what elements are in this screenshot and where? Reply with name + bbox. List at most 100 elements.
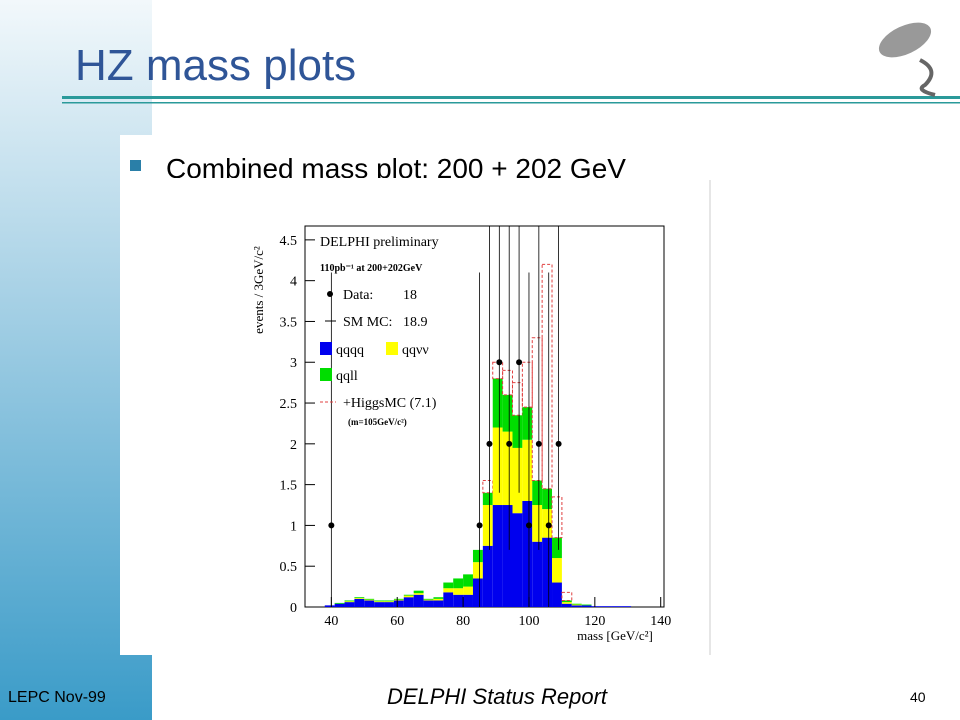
- plot-area: [324, 226, 632, 607]
- legend-label: qqll: [336, 369, 358, 384]
- x-tick-label: 100: [518, 614, 539, 629]
- higgs-bin: [492, 361, 504, 380]
- hist-bar: [502, 505, 513, 607]
- hist-bar: [492, 378, 503, 428]
- hist-bar: [502, 431, 513, 506]
- hist-bar: [561, 602, 572, 604]
- y-tick-label: 3: [290, 356, 297, 371]
- higgs-bin: [521, 361, 533, 408]
- hist-bar: [423, 598, 434, 600]
- hist-bar: [334, 602, 345, 604]
- hist-bar: [561, 600, 572, 603]
- hist-bar: [492, 505, 503, 607]
- hist-bar: [611, 606, 622, 607]
- y-tick-label: 2: [290, 438, 297, 453]
- higgs-bin: [541, 263, 553, 490]
- hist-bar: [512, 415, 523, 448]
- data-point: [328, 522, 335, 529]
- legend-symbol: [386, 342, 398, 355]
- hist-bar: [502, 394, 513, 432]
- hist-bar: [433, 600, 444, 607]
- slide-title: HZ mass plots: [75, 41, 356, 90]
- bullet-mark: [130, 160, 141, 171]
- x-tick-label: 60: [390, 614, 404, 629]
- hist-bar: [443, 582, 454, 589]
- data-point: [555, 440, 562, 447]
- higgs-bin: [531, 337, 543, 482]
- higgs-bin: [551, 496, 563, 539]
- hist-bar: [403, 594, 414, 596]
- hist-bar: [423, 600, 434, 607]
- hist-bar: [364, 600, 375, 607]
- legend-label: qqνν: [402, 343, 429, 358]
- hist-bar: [354, 598, 365, 599]
- legend-mc-count: 18.9: [403, 315, 428, 330]
- legend-data-label: Data:: [343, 288, 373, 303]
- y-tick-label: 0: [290, 601, 297, 616]
- data-point: [535, 440, 542, 447]
- hist-bar: [443, 592, 454, 607]
- hist-bar: [542, 488, 553, 510]
- hist-bar: [492, 427, 503, 506]
- x-tick-label: 40: [324, 614, 338, 629]
- hist-bar: [472, 549, 483, 563]
- hist-bar: [522, 439, 533, 501]
- hist-bar: [482, 545, 493, 607]
- hist-bar: [482, 505, 493, 546]
- legend-label: qqqq: [336, 343, 364, 358]
- hist-bar: [374, 602, 385, 607]
- hist-bar: [344, 602, 355, 607]
- hist-bar: [472, 578, 483, 607]
- data-point: [525, 522, 532, 529]
- data-point: [486, 440, 493, 447]
- hist-bar: [591, 606, 602, 607]
- legend-lumi: 110pb⁻¹ at 200+202GeV: [320, 263, 423, 274]
- hist-bar: [374, 601, 385, 603]
- hist-bar: [571, 604, 582, 606]
- data-point: [476, 522, 483, 529]
- hist-bar: [403, 597, 414, 607]
- hist-bar: [354, 597, 365, 599]
- hist-bar: [581, 604, 592, 606]
- hist-bar: [552, 537, 562, 559]
- hist-bar: [384, 600, 394, 602]
- title-rule: [62, 102, 960, 104]
- hist-bar: [472, 562, 483, 579]
- hist-bar: [334, 603, 345, 607]
- data-point: [496, 359, 503, 366]
- plot: events / 3GeV/c² mass [GeV/c²] DELPHI pr…: [251, 225, 671, 643]
- hist-bar: [393, 599, 404, 601]
- data-point: [516, 359, 523, 366]
- y-axis-label: events / 3GeV/c²: [251, 246, 266, 334]
- hist-bar: [413, 593, 424, 595]
- x-axis-label: mass [GeV/c²]: [577, 628, 653, 643]
- hist-bar: [384, 602, 394, 607]
- hist-bar: [384, 601, 394, 603]
- x-tick-label: 120: [584, 614, 605, 629]
- legend-mc-label: SM MC:: [343, 315, 392, 330]
- data-point: [545, 522, 552, 529]
- hist-bar: [463, 594, 473, 607]
- hist-bar: [393, 600, 404, 607]
- x-tick-label: 80: [456, 614, 470, 629]
- legend-symbol: [320, 342, 332, 355]
- hist-bar: [532, 505, 543, 542]
- legend-higgs-note: (m=105GeV/c²): [348, 417, 407, 427]
- hist-bar: [364, 599, 375, 601]
- hist-bar: [532, 541, 543, 607]
- hist-bar: [532, 480, 543, 506]
- y-tick-label: 3.5: [280, 315, 298, 330]
- hist-bar: [433, 598, 444, 601]
- hist-bar: [403, 595, 414, 598]
- hist-bar: [393, 598, 404, 600]
- hist-bar: [453, 594, 464, 607]
- hist-bar: [552, 582, 562, 607]
- hist-bar: [561, 603, 572, 607]
- hist-bar: [522, 407, 533, 440]
- hist-bar: [463, 586, 473, 595]
- footer-left: LEPC Nov-99: [8, 689, 106, 706]
- hist-bar: [621, 606, 632, 607]
- hist-bar: [571, 603, 582, 605]
- hist-bar: [344, 600, 355, 602]
